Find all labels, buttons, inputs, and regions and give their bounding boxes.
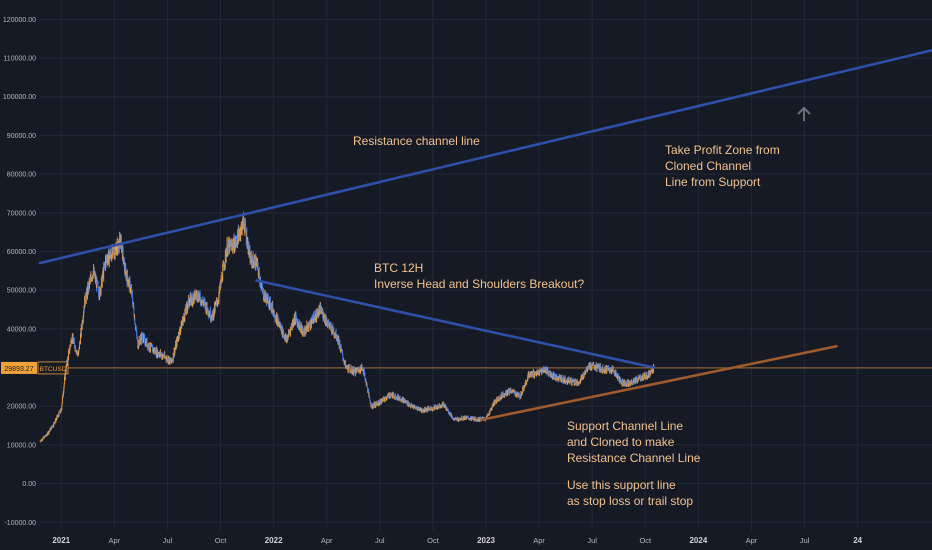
last-price-marker: 29893.27 BTCUSD <box>1 361 932 375</box>
y-tick-label: 120000.00 <box>3 17 36 24</box>
annotation-support-1: Support Channel Line <box>567 419 683 433</box>
last-price-badge <box>1 361 37 374</box>
x-tick-label: Apr <box>533 536 545 545</box>
x-tick-label: Oct <box>215 536 228 545</box>
symbol-label: BTCUSD <box>40 366 67 373</box>
symbol-badge <box>37 361 69 375</box>
x-tick-label: 2024 <box>689 536 707 545</box>
annotation-take-profit-1: Take Profit Zone from <box>665 143 780 157</box>
y-tick-label: 20000.00 <box>7 404 36 411</box>
x-tick-label: Apr <box>746 536 758 545</box>
x-tick-label: 2021 <box>52 536 70 545</box>
x-axis: 2021 Apr Jul Oct 2022 Apr Jul Oct 2023 Apr Jul Oct 2… <box>52 536 862 545</box>
y-axis: 120000.00 110000.00 100000.00 90000.00 80000… <box>3 17 36 527</box>
annotation-stop-2: as stop loss or trail stop <box>567 494 693 508</box>
y-tick-label: 10000.00 <box>7 442 36 449</box>
y-tick-label: 40000.00 <box>7 326 36 333</box>
x-tick-label: Jul <box>800 536 810 545</box>
y-tick-label: 80000.00 <box>7 172 36 179</box>
y-tick-label: 0.00 <box>22 481 36 488</box>
trend-line-2[interactable] <box>480 344 838 422</box>
annotation-inverse-hs: Inverse Head and Shoulders Breakout? <box>374 277 584 291</box>
up-arrow-icon <box>797 106 811 121</box>
annotation-support-3: Resistance Channel Line <box>567 451 701 465</box>
y-tick-label: 110000.00 <box>3 56 36 63</box>
y-tick-label: -10000.00 <box>4 520 36 527</box>
x-tick-label: 2023 <box>477 536 495 545</box>
x-tick-label: 24 <box>853 536 862 545</box>
y-tick-label: 70000.00 <box>7 210 36 217</box>
annotation-take-profit-3: Line from Support <box>665 175 761 189</box>
annotation-resistance: Resistance channel line <box>353 134 480 148</box>
y-tick-label: 60000.00 <box>7 249 36 256</box>
x-tick-label: Jul <box>163 536 173 545</box>
chart-grid <box>40 0 932 530</box>
annotation-stop-1: Use this support line <box>567 478 676 492</box>
x-tick-label: Apr <box>108 536 120 545</box>
y-tick-label: 50000.00 <box>7 288 36 295</box>
x-tick-label: Oct <box>427 536 440 545</box>
x-tick-label: Oct <box>639 536 652 545</box>
price-series <box>39 211 655 443</box>
x-tick-label: Apr <box>321 536 333 545</box>
last-price-value: 29893.27 <box>4 366 33 373</box>
annotation-support-2: and Cloned to make <box>567 435 675 449</box>
y-tick-label: 100000.00 <box>3 94 36 101</box>
y-tick-label: 90000.00 <box>7 133 36 140</box>
annotations: Resistance channel line Take Profit Zone… <box>353 134 780 508</box>
x-tick-label: 2022 <box>265 536 283 545</box>
annotation-btc-title: BTC 12H <box>374 261 423 275</box>
trend-line-0[interactable] <box>38 48 932 265</box>
x-tick-label: Jul <box>587 536 597 545</box>
annotation-take-profit-2: Cloned Channel <box>665 159 751 173</box>
trend-lines[interactable] <box>38 48 932 422</box>
trend-line-1[interactable] <box>255 279 656 369</box>
x-tick-label: Jul <box>375 536 385 545</box>
